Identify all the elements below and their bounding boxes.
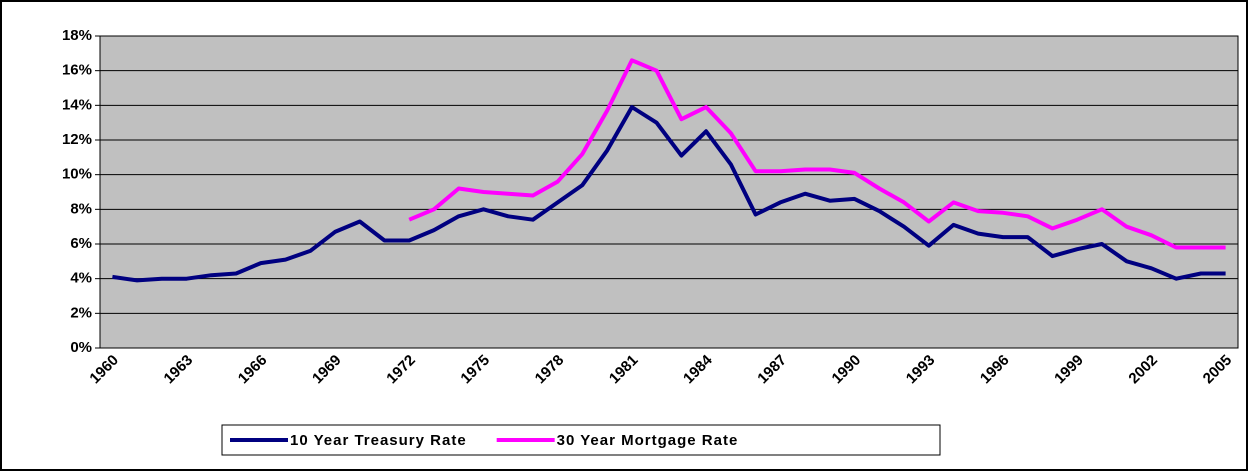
y-tick-label: 4% [70, 270, 92, 287]
legend-label: 10 Year Treasury Rate [290, 432, 467, 449]
series-line [408, 58, 1226, 250]
legend-label: 30 Year Mortgage Rate [557, 432, 739, 449]
y-tick-label: 10% [62, 166, 92, 183]
plot-area [99, 35, 1239, 349]
y-tick-label: 12% [62, 131, 92, 148]
legend-box [221, 424, 941, 456]
y-tick-label: 14% [62, 96, 92, 113]
y-tick-label: 18% [62, 27, 92, 44]
y-tick-label: 16% [62, 62, 92, 79]
y-tick-label: 6% [70, 235, 92, 252]
y-tick-label: 2% [70, 304, 92, 321]
y-tick-label: 8% [70, 200, 92, 217]
y-tick-label: 0% [70, 339, 92, 356]
legend: 10 Year Treasury Rate 30 Year Mortgage Ra… [221, 424, 941, 456]
series-line [112, 105, 1226, 283]
